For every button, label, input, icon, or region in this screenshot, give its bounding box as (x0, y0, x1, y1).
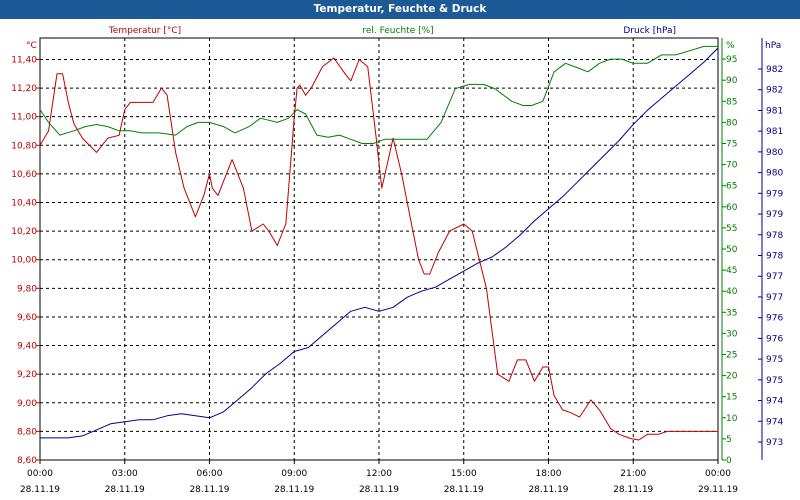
temperature-series-line (39, 57, 718, 441)
temperature-unit-label: °C (26, 41, 37, 51)
x-tick-label-time: 00:00 (705, 469, 731, 479)
legend-pressure: Druck [hPa] (623, 26, 676, 36)
temperature-tick-label: 11,20 (11, 84, 37, 94)
pressure-tick-label: 977 (766, 293, 783, 303)
humidity-tick-label: 70 (726, 161, 738, 171)
x-tick-label-date: 28.11.19 (613, 485, 653, 495)
humidity-tick-label: 65 (726, 182, 737, 192)
x-tick-label-time: 18:00 (536, 469, 562, 479)
grid-layer (39, 37, 719, 461)
pressure-tick-label: 975 (766, 355, 783, 365)
temperature-tick-label: 10,40 (11, 199, 37, 209)
pressure-tick-label: 978 (766, 231, 783, 241)
pressure-tick-label: 978 (766, 252, 783, 262)
pressure-series-line (40, 47, 719, 439)
temperature-tick-label: 8,80 (17, 427, 37, 437)
x-tick-label-time: 21:00 (620, 469, 646, 479)
temperature-tick-label: 11,40 (11, 55, 37, 65)
temperature-tick-label: 10,80 (11, 141, 37, 151)
pressure-tick-label: 981 (766, 127, 783, 137)
temperature-tick-label: 9,40 (17, 342, 37, 352)
x-tick-label-time: 09:00 (281, 469, 307, 479)
humidity-tick-label: 60 (726, 203, 738, 213)
series-layer (39, 45, 719, 441)
humidity-tick-label: 15 (726, 393, 737, 403)
humidity-tick-label: 55 (726, 224, 737, 234)
x-tick-label-date: 28.11.19 (189, 485, 229, 495)
humidity-tick-label: 75 (726, 140, 737, 150)
humidity-tick-label: 40 (726, 287, 738, 297)
humidity-tick-label: 45 (726, 266, 737, 276)
x-tick-label-time: 03:00 (112, 469, 138, 479)
humidity-tick-label: 90 (726, 76, 738, 86)
pressure-tick-label: 975 (766, 376, 783, 386)
temperature-tick-label: 9,00 (17, 399, 37, 409)
pressure-tick-label: 974 (766, 397, 783, 407)
pressure-tick-label: 980 (766, 148, 783, 158)
humidity-tick-label: 35 (726, 308, 737, 318)
temperature-tick-label: 9,20 (17, 370, 37, 380)
temperature-tick-label: 10,20 (11, 227, 37, 237)
pressure-tick-label: 980 (766, 169, 783, 179)
temperature-tick-label: 9,80 (17, 284, 37, 294)
humidity-series-line (39, 45, 718, 144)
pressure-unit-label: hPa (765, 41, 781, 51)
humidity-unit-label: % (726, 41, 735, 51)
humidity-tick-label: 85 (726, 97, 737, 107)
label-layer: 00:00 28.11.19 03:00 28.11.19 06:00 28.11.19 0… (11, 26, 783, 495)
x-tick-label-time: 00:00 (27, 469, 53, 479)
x-tick-label-date: 28.11.19 (105, 485, 145, 495)
x-tick-label-date: 28.11.19 (274, 485, 314, 495)
pressure-tick-label: 982 (766, 65, 783, 75)
humidity-tick-label: 80 (726, 118, 738, 128)
axis-layer (36, 38, 763, 464)
pressure-tick-label: 981 (766, 106, 783, 116)
x-tick-label-date: 28.11.19 (359, 485, 399, 495)
pressure-tick-label: 979 (766, 189, 783, 199)
humidity-tick-label: 10 (726, 414, 738, 424)
humidity-tick-label: 0 (726, 456, 732, 466)
temperature-tick-label: 10,00 (11, 256, 37, 266)
temperature-tick-label: 11,00 (11, 113, 37, 123)
x-tick-label-date: 28.11.19 (528, 485, 568, 495)
humidity-tick-label: 5 (726, 435, 732, 445)
pressure-tick-label: 982 (766, 86, 783, 96)
pressure-tick-label: 976 (766, 334, 783, 344)
x-tick-label-time: 15:00 (451, 469, 477, 479)
legend-humidity: rel. Feuchte [%] (362, 26, 433, 36)
pressure-tick-label: 979 (766, 210, 783, 220)
temperature-tick-label: 10,60 (11, 170, 37, 180)
x-tick-label-date: 28.11.19 (444, 485, 484, 495)
pressure-tick-label: 974 (766, 417, 783, 427)
x-tick-label-time: 06:00 (197, 469, 223, 479)
x-tick-label-date: 28.11.19 (20, 485, 60, 495)
humidity-tick-label: 50 (726, 245, 738, 255)
x-tick-label-date: 29.11.19 (698, 485, 738, 495)
pressure-tick-label: 977 (766, 272, 783, 282)
humidity-tick-label: 95 (726, 55, 737, 65)
pressure-tick-label: 976 (766, 314, 783, 324)
humidity-tick-label: 30 (726, 329, 738, 339)
humidity-tick-label: 20 (726, 372, 738, 382)
humidity-tick-label: 25 (726, 351, 737, 361)
temperature-tick-label: 8,60 (17, 456, 37, 466)
legend-temperature: Temperatur [°C] (108, 26, 181, 36)
pressure-tick-label: 973 (766, 438, 783, 448)
temperature-tick-label: 9,60 (17, 313, 37, 323)
x-tick-label-time: 12:00 (366, 469, 392, 479)
window-title: Temperatur, Feuchte & Druck (0, 0, 800, 19)
